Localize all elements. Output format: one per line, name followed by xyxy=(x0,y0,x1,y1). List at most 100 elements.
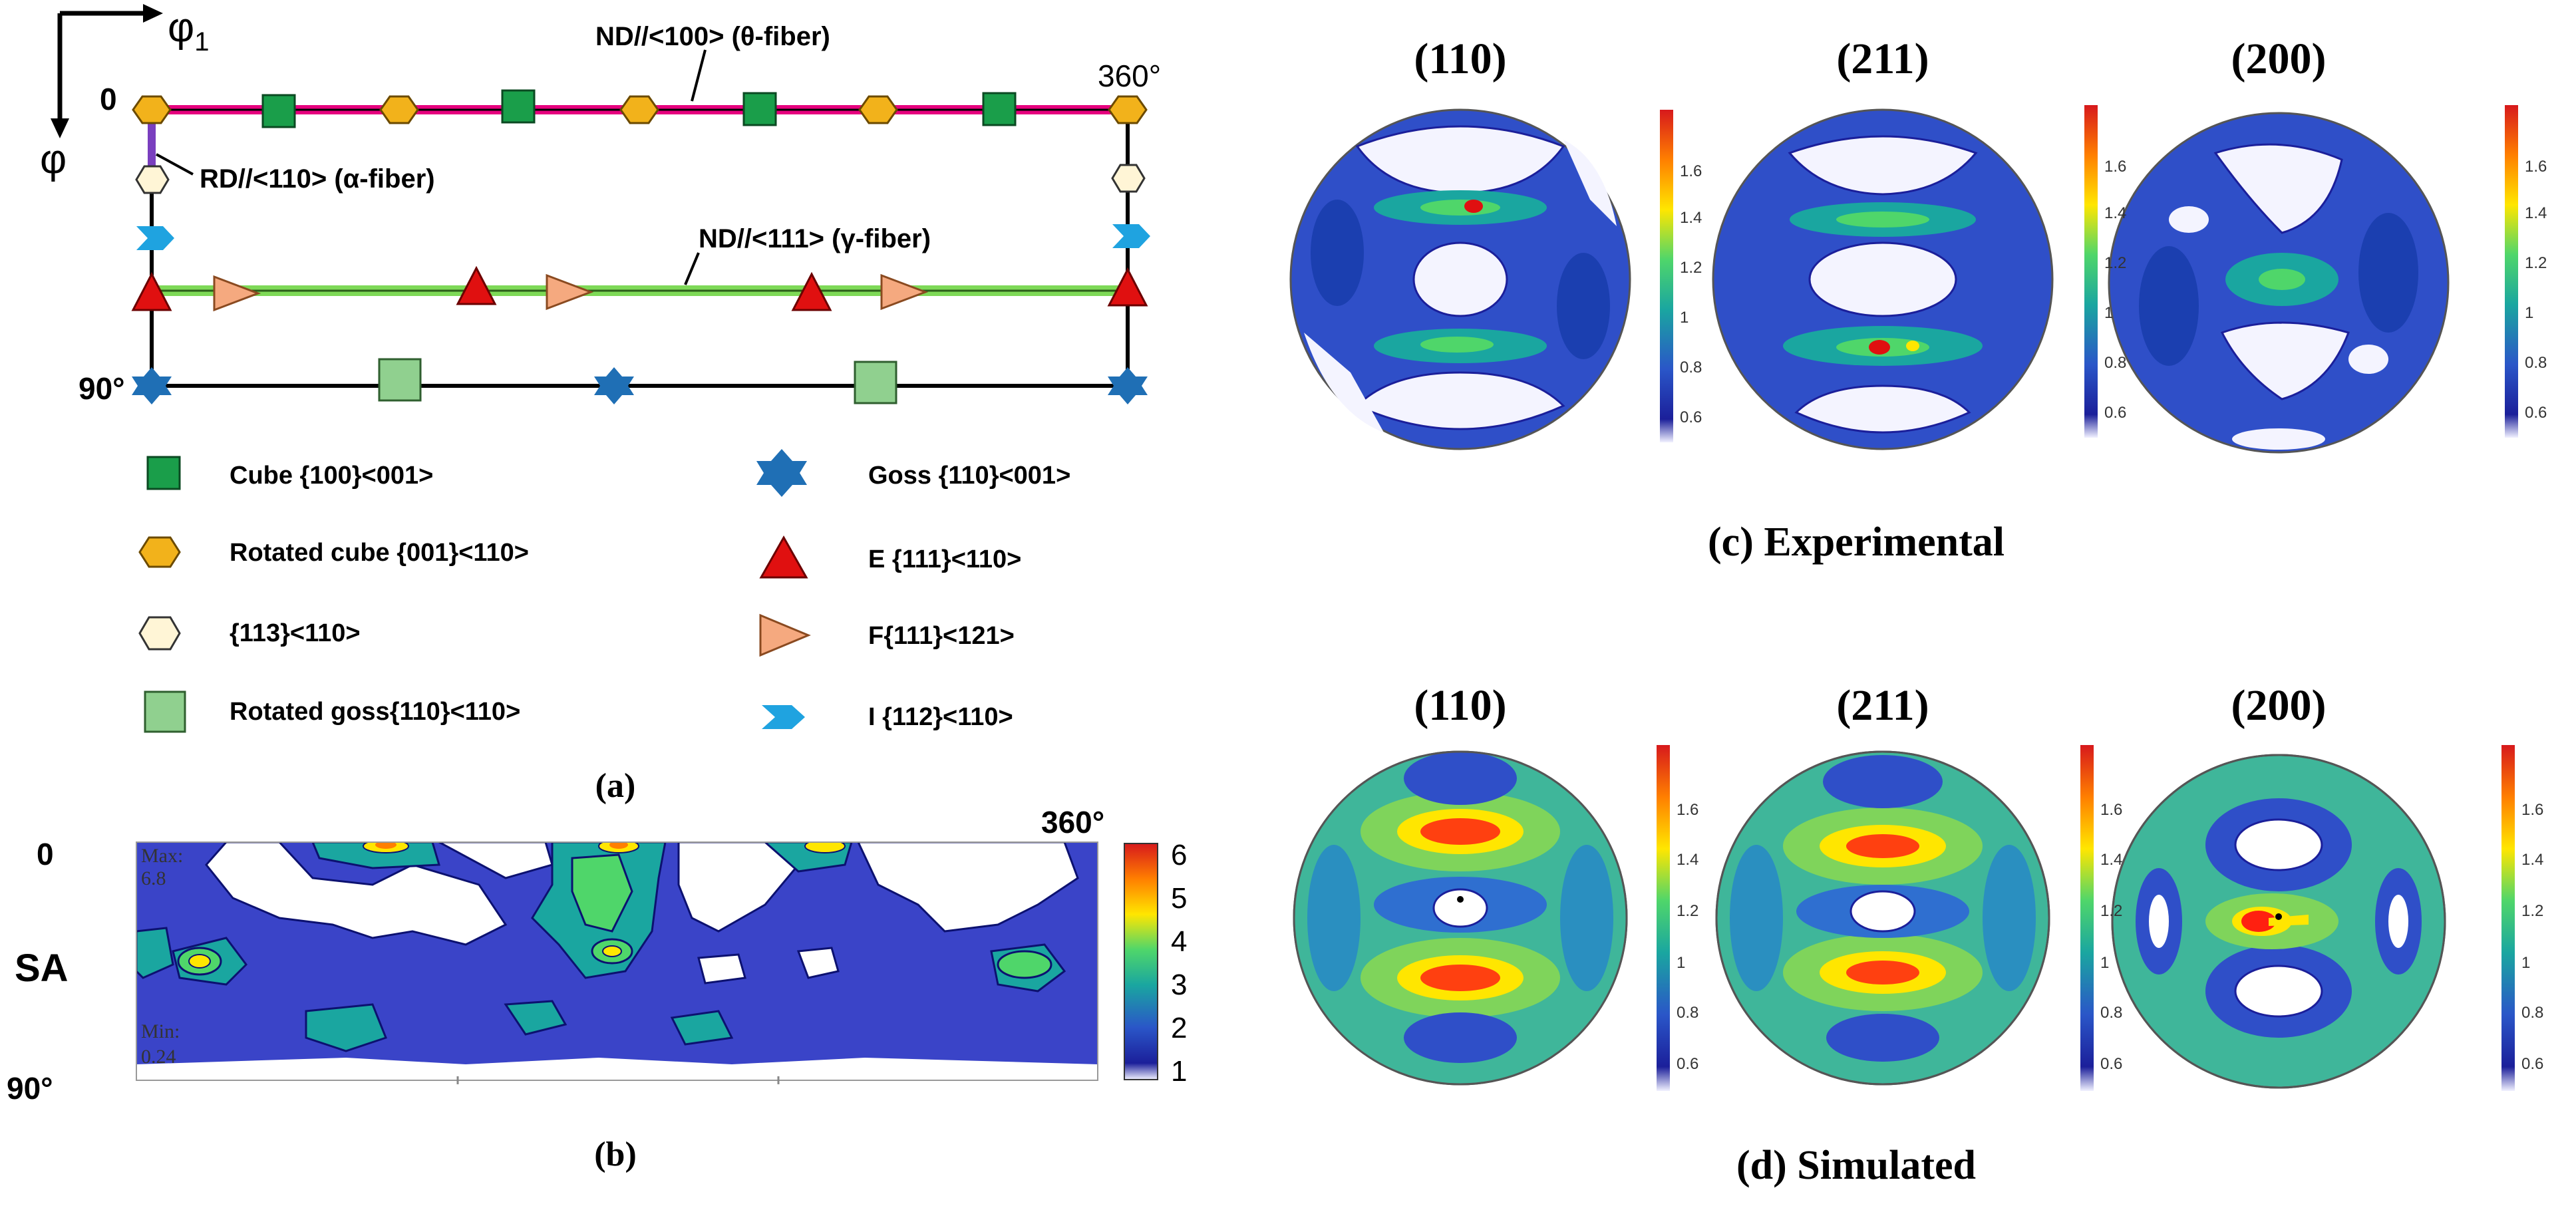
svg-text:1.2: 1.2 xyxy=(1677,902,1698,920)
b-max-label: Max: xyxy=(141,845,183,867)
rotated-cube-icon xyxy=(1108,95,1148,124)
c-colorbar xyxy=(1660,110,1673,442)
panel-d: (110) (211) (200) xyxy=(1293,681,2543,1188)
svg-text:0.8: 0.8 xyxy=(2100,1004,2122,1022)
d-colorbar-ticks: 1.6 1.4 1.2 1 0.8 0.6 1.6 1.4 1.2 1 0.8 … xyxy=(1677,801,2543,1073)
f-triangle-markers xyxy=(213,273,929,312)
alpha-fiber-label: RD//<110> (α-fiber) xyxy=(200,164,435,194)
b-min-label: Min: xyxy=(141,1020,180,1042)
svg-text:1.6: 1.6 xyxy=(2104,158,2126,176)
caption-a: (a) xyxy=(595,767,636,805)
svg-text:1.6: 1.6 xyxy=(2100,801,2122,819)
cube-markers xyxy=(261,89,1017,128)
svg-text:0.6: 0.6 xyxy=(2525,404,2547,422)
svg-text:0.6: 0.6 xyxy=(2521,1055,2543,1073)
svg-text:1.4: 1.4 xyxy=(2100,851,2122,869)
triangle-up-icon xyxy=(791,271,832,311)
svg-text:1.2: 1.2 xyxy=(2521,902,2543,920)
star-icon xyxy=(132,367,172,404)
gamma-fiber-label: ND//<111> (γ-fiber) xyxy=(699,224,931,253)
svg-text:1.4: 1.4 xyxy=(1680,209,1702,227)
hexagon-icon xyxy=(135,165,170,194)
b-right-top-label: 360° xyxy=(1041,805,1104,839)
svg-text:1: 1 xyxy=(2525,304,2533,322)
svg-text:1.2: 1.2 xyxy=(2525,254,2547,272)
svg-text:0.6: 0.6 xyxy=(1680,408,1702,426)
legend-label: Goss {110}<001> xyxy=(868,462,1070,490)
d-title-200: (200) xyxy=(2231,681,2327,730)
caption-d: (d) Simulated xyxy=(1736,1143,1976,1188)
triangle-right-icon xyxy=(546,273,594,311)
cube-icon xyxy=(501,89,536,124)
e-triangle-markers xyxy=(131,265,1148,311)
i-chevron-markers xyxy=(136,224,1150,250)
b-max-value: 6.8 xyxy=(141,867,166,889)
hexagon-markers xyxy=(135,164,1146,194)
cube-icon xyxy=(261,94,296,128)
panel-b: 0 360° SA 90° xyxy=(7,805,1187,1173)
pole-figure-d-110 xyxy=(1293,750,1628,1086)
rotated-cube-icon xyxy=(132,95,172,124)
legend-label: Rotated goss{110}<110> xyxy=(230,698,520,726)
c-colorbar xyxy=(2084,105,2098,438)
triangle-right-icon xyxy=(759,613,811,657)
d-title-110: (110) xyxy=(1414,681,1506,730)
square-icon xyxy=(378,358,422,402)
triangle-up-icon xyxy=(456,265,497,305)
chevron-icon xyxy=(1112,224,1150,248)
chevron-icon xyxy=(762,705,805,729)
legend-label: {113}<110> xyxy=(230,619,361,647)
svg-text:1.2: 1.2 xyxy=(1680,259,1702,277)
pole-figure-c-211 xyxy=(1712,108,2054,450)
star-icon xyxy=(1108,367,1148,404)
cube-icon xyxy=(742,92,777,126)
b-colorbar-ticks: 6 5 4 3 2 1 xyxy=(1171,839,1187,1088)
b-colorbar xyxy=(1124,843,1158,1080)
c-colorbar xyxy=(2505,105,2518,438)
svg-text:0.6: 0.6 xyxy=(1677,1055,1698,1073)
triangle-up-icon xyxy=(1107,267,1148,307)
svg-text:1: 1 xyxy=(2100,954,2109,972)
svg-text:1.6: 1.6 xyxy=(1680,162,1702,180)
c-title-110: (110) xyxy=(1414,35,1506,83)
svg-text:1: 1 xyxy=(2521,954,2530,972)
c-title-211: (211) xyxy=(1836,35,1929,83)
pole-figure-c-200 xyxy=(2108,112,2450,454)
svg-text:1: 1 xyxy=(1677,954,1685,972)
panel-c: (110) (211) (200) xyxy=(1289,35,2547,565)
c-colorbar-ticks: 1.6 1.4 1.2 1 0.8 0.6 1.6 1.4 1.2 1 0.8 … xyxy=(1680,158,2547,426)
svg-text:0.8: 0.8 xyxy=(2521,1004,2543,1022)
svg-text:1.4: 1.4 xyxy=(2104,204,2126,222)
axis-phi-label: φ xyxy=(40,136,67,182)
legend-label: Rotated cube {001}<110> xyxy=(230,539,529,567)
arrow-down-icon xyxy=(51,118,69,138)
svg-text:5: 5 xyxy=(1171,882,1187,915)
star-icon xyxy=(756,449,807,497)
triangle-right-icon xyxy=(213,275,261,312)
svg-text:1.6: 1.6 xyxy=(2521,801,2543,819)
svg-text:1: 1 xyxy=(1680,309,1689,327)
svg-text:0.8: 0.8 xyxy=(1680,359,1702,377)
a-left-top-label: 0 xyxy=(100,82,117,116)
hexagon-icon xyxy=(138,616,181,651)
d-title-211: (211) xyxy=(1836,681,1929,730)
rotated-cube-markers xyxy=(132,95,1148,124)
pole-figure-d-200 xyxy=(2111,754,2446,1089)
legend-label: F{111}<121> xyxy=(868,622,1015,650)
orientation-box xyxy=(150,110,1130,388)
b-left-top-label: 0 xyxy=(37,837,54,871)
triangle-right-icon xyxy=(880,273,929,311)
svg-text:1.2: 1.2 xyxy=(2104,254,2126,272)
legend-label: Cube {100}<001> xyxy=(230,462,433,490)
svg-text:0.6: 0.6 xyxy=(2104,404,2126,422)
svg-text:1.2: 1.2 xyxy=(2100,902,2122,920)
c-title-200: (200) xyxy=(2231,35,2327,83)
svg-text:0.8: 0.8 xyxy=(2525,354,2547,372)
d-colorbar xyxy=(2080,745,2094,1091)
arrow-right-icon xyxy=(143,4,163,23)
goss-markers xyxy=(132,367,1148,404)
legend-label: E {111}<110> xyxy=(868,545,1021,573)
svg-text:2: 2 xyxy=(1171,1012,1187,1044)
fiber-leader-lines xyxy=(156,49,707,285)
